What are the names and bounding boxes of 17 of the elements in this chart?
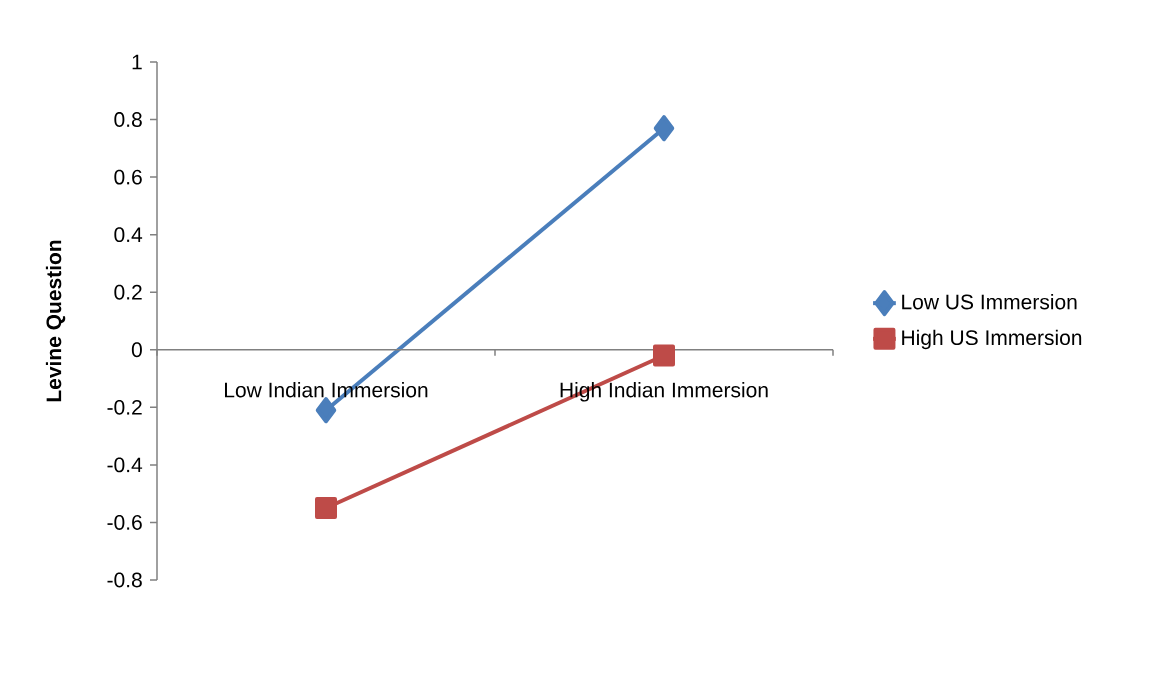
y-tick-label: 0.2 <box>114 284 142 300</box>
legend-label: Low US Immersion <box>902 293 1077 310</box>
point <box>653 344 675 367</box>
y-tick-label: 0.4 <box>114 227 143 243</box>
y-tick-label: 0.6 <box>114 169 142 185</box>
y-axis-title: Levine Question <box>45 240 66 402</box>
y-tick-label: -0.4 <box>107 457 143 473</box>
y-tick-label: 1 <box>132 54 142 70</box>
point <box>315 397 337 424</box>
y-tick-label: -0.8 <box>107 572 142 588</box>
point <box>315 497 337 520</box>
legend-label: High US Immersion <box>902 329 1082 350</box>
y-tick-label: -0.6 <box>107 515 142 530</box>
y-tick-label: 0.8 <box>114 112 142 127</box>
y-tick-label: 0 <box>131 342 142 358</box>
y-tick-label: -0.2 <box>107 399 142 415</box>
point <box>653 115 675 142</box>
